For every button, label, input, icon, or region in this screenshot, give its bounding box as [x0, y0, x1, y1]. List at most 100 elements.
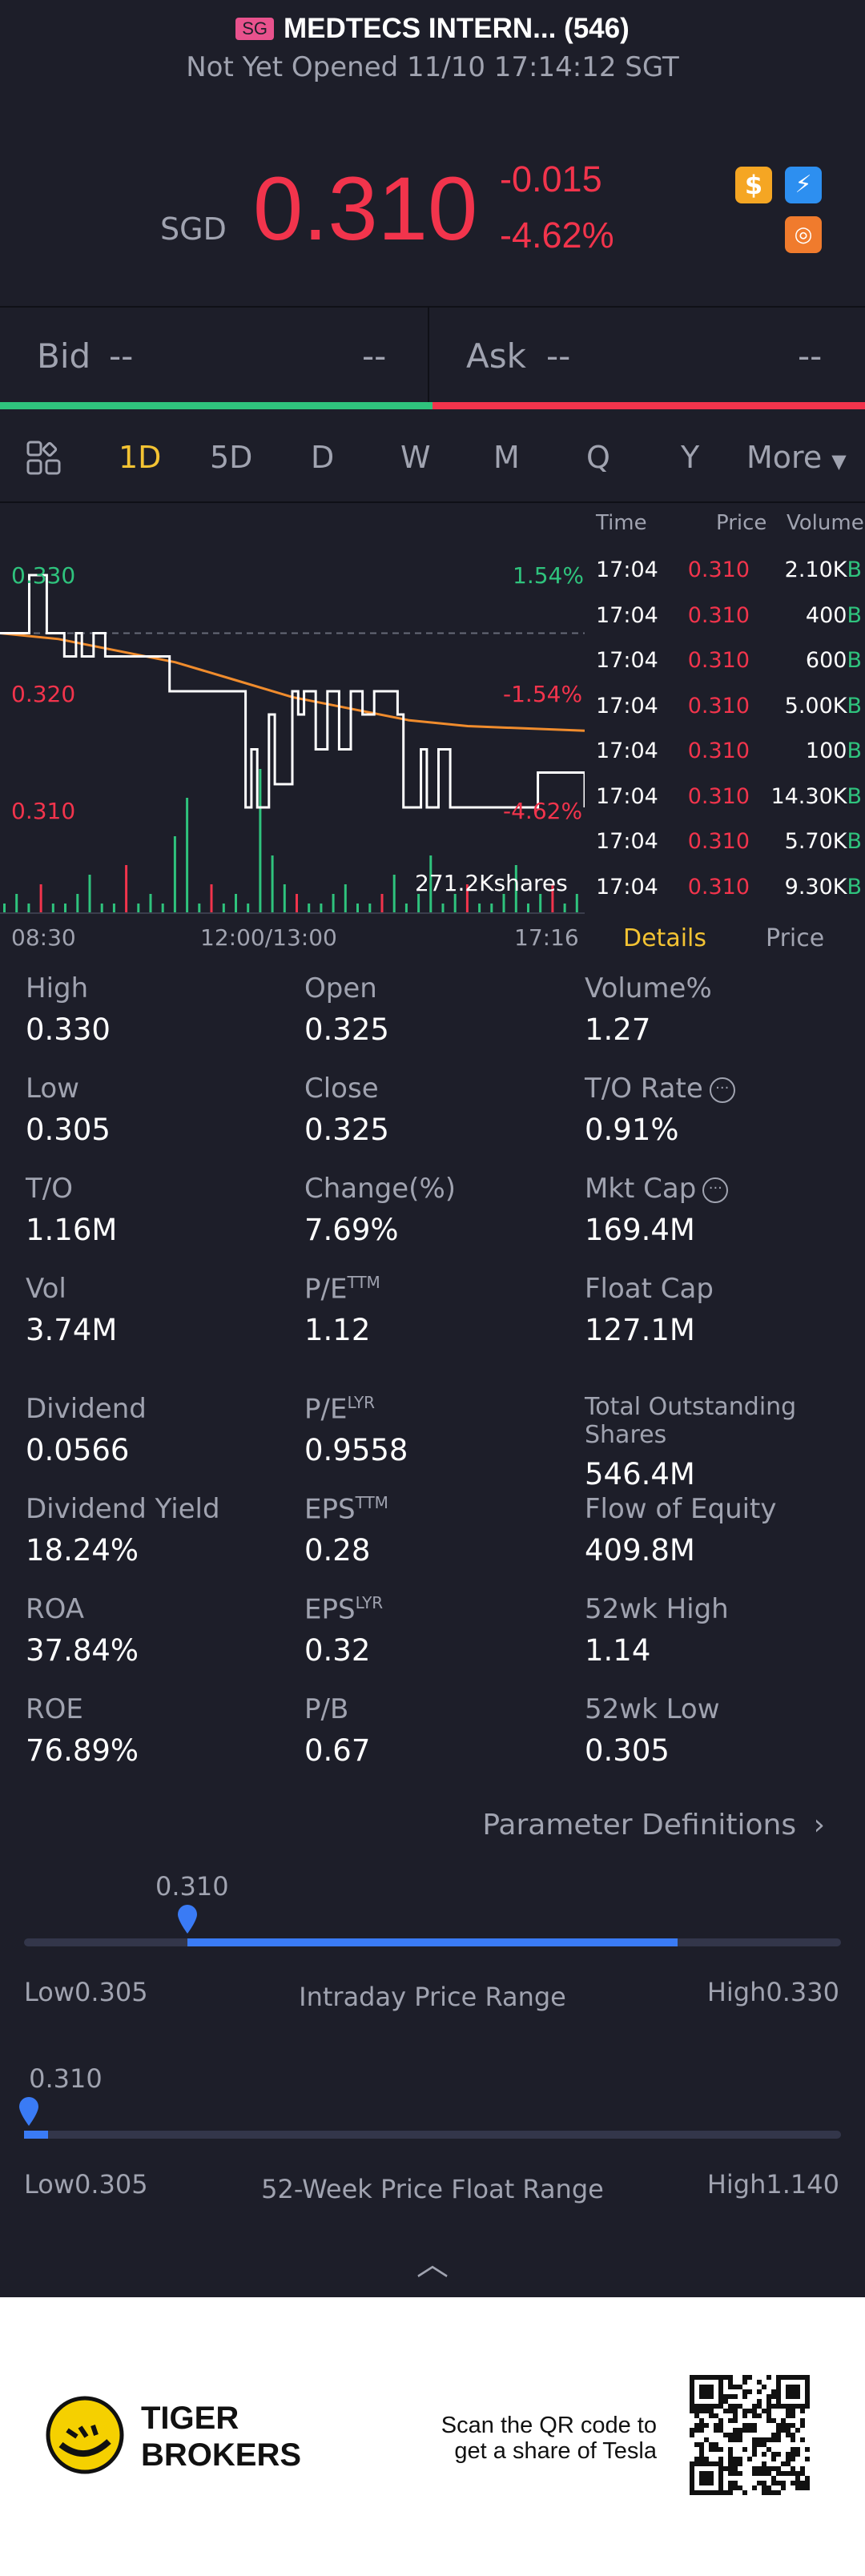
trade-time: 17:04 [596, 648, 658, 673]
volume-bar [527, 904, 529, 913]
tab-d[interactable]: D [311, 440, 335, 475]
trade-price: 0.310 [687, 829, 750, 854]
bid-price: -- [109, 336, 134, 376]
volume-bar [173, 836, 176, 913]
tab-1d[interactable]: 1D [119, 440, 162, 475]
stat-value: 0.91% [585, 1113, 679, 1147]
week52-title: 52-Week Price Float Range [261, 2174, 604, 2204]
period-tabs: 1D 5D D W M Q Y More ▼ [0, 409, 865, 502]
volume-bar [429, 855, 432, 913]
volume-bar [27, 904, 30, 913]
stat-label: EPSTTM [304, 1493, 388, 1526]
axis-label-high: 0.330 [11, 562, 76, 589]
stat-value: 37.84% [26, 1633, 139, 1668]
stat-label: Dividend [26, 1393, 147, 1425]
volume-bar [3, 904, 6, 913]
intraday-chart[interactable]: 0.330 0.320 0.310 1.54% -1.54% -4.62% 27… [0, 503, 585, 952]
parameter-definitions-link[interactable]: Parameter Definitions › [482, 1809, 825, 1841]
stat-label: Low [26, 1073, 79, 1105]
trade-price: 0.310 [687, 739, 750, 763]
volume-bar [76, 894, 79, 913]
stat-label: P/ELYR [304, 1393, 376, 1426]
ask-bar [432, 402, 865, 409]
tiger-logo-icon [45, 2395, 125, 2475]
trade-price: 0.310 [687, 557, 750, 582]
trade-price: 0.310 [687, 648, 750, 673]
stat-value: 0.9558 [304, 1433, 408, 1468]
volume-bar [441, 904, 445, 913]
dollar-icon[interactable]: $ [735, 167, 772, 203]
stat-value: 127.1M [585, 1313, 695, 1347]
time-end: 17:16 [514, 924, 579, 951]
tab-more[interactable]: More ▼ [746, 440, 847, 475]
trade-price: 0.310 [687, 874, 750, 900]
volume-bar [465, 884, 469, 913]
location-pin-icon [18, 2097, 40, 2127]
pct-label-high: 1.54% [513, 562, 584, 589]
header-price: Price [716, 511, 767, 535]
layout-grid-icon[interactable] [26, 440, 62, 477]
volume-bar [478, 904, 481, 913]
stat-cell: Float Cap 127.1M [585, 1273, 857, 1347]
tab-price[interactable]: Price [766, 924, 825, 952]
pct-label-mid: -1.54% [503, 681, 583, 707]
tab-q[interactable]: Q [586, 440, 610, 475]
volume-bar [551, 884, 554, 913]
tab-y[interactable]: Y [681, 440, 700, 475]
volume-bar [186, 798, 189, 913]
trade-time: 17:04 [596, 829, 658, 854]
stat-value: 0.325 [304, 1012, 389, 1047]
stat-value: 0.330 [26, 1012, 111, 1047]
table-row: 17:04 0.310 14.30KB [585, 784, 865, 816]
stat-value: 0.67 [304, 1733, 371, 1768]
week52-fill [24, 2131, 48, 2139]
currency-label: SGD [160, 211, 227, 247]
chevron-up-icon[interactable]: ︿ [416, 2246, 449, 2283]
stat-label: Change(%) [304, 1173, 457, 1205]
stat-value: 409.8M [585, 1533, 695, 1568]
stat-cell: ROE 76.89% [26, 1693, 298, 1768]
stock-title[interactable]: MEDTECS INTERN... (546) [284, 13, 630, 44]
qr-code-icon [689, 2374, 811, 2496]
pct-label-low: -4.62% [503, 798, 583, 824]
table-row: 17:04 0.310 100B [585, 739, 865, 771]
table-row: 17:04 0.310 400B [585, 603, 865, 635]
volume-bar [490, 904, 493, 913]
tab-m[interactable]: M [493, 440, 520, 475]
week52-track [24, 2131, 841, 2139]
volume-bar [198, 904, 201, 913]
stat-cell: ROA 37.84% [26, 1593, 298, 1668]
trade-volume: 2.10KB [784, 557, 862, 582]
week52-current-label: 0.310 [29, 2063, 103, 2094]
volume-bar [161, 904, 164, 913]
stat-value: 1.14 [585, 1633, 651, 1668]
stat-value: 3.74M [26, 1313, 118, 1347]
volume-bar [271, 855, 274, 913]
tab-5d[interactable]: 5D [210, 440, 253, 475]
volume-bar [247, 904, 250, 913]
info-icon[interactable]: ··· [702, 1177, 729, 1203]
tab-w[interactable]: W [400, 440, 431, 475]
trade-price: 0.310 [687, 693, 750, 718]
lightning-icon[interactable]: ⚡ [785, 167, 822, 203]
volume-bar [296, 894, 298, 913]
tab-details[interactable]: Details [623, 924, 707, 952]
trades-header: Time Price Volume [585, 511, 865, 543]
volume-bar [88, 875, 91, 913]
info-icon[interactable]: ··· [709, 1077, 735, 1103]
volume-bar [222, 904, 225, 913]
intraday-high: High0.330 [706, 1977, 839, 2007]
week52-high: High1.140 [706, 2169, 839, 2200]
promo-footer: TIGER BROKERS Scan the QR code to get a … [0, 2297, 865, 2576]
stat-value: 1.12 [304, 1313, 371, 1348]
stat-cell: Total Outstanding Shares 546.4M [585, 1393, 857, 1491]
stat-cell: P/ELYR 0.9558 [304, 1393, 577, 1467]
table-row: 17:04 0.310 5.70KB [585, 829, 865, 861]
volume-bar [112, 904, 115, 913]
stat-cell: P/ETTM 1.12 [304, 1273, 577, 1347]
stat-value: 18.24% [26, 1533, 139, 1568]
bid-size: -- [362, 336, 387, 376]
brain-icon[interactable]: ◎ [785, 216, 822, 253]
promo-line-1: Scan the QR code to [441, 2413, 657, 2438]
trade-volume: 5.70KB [784, 829, 862, 854]
